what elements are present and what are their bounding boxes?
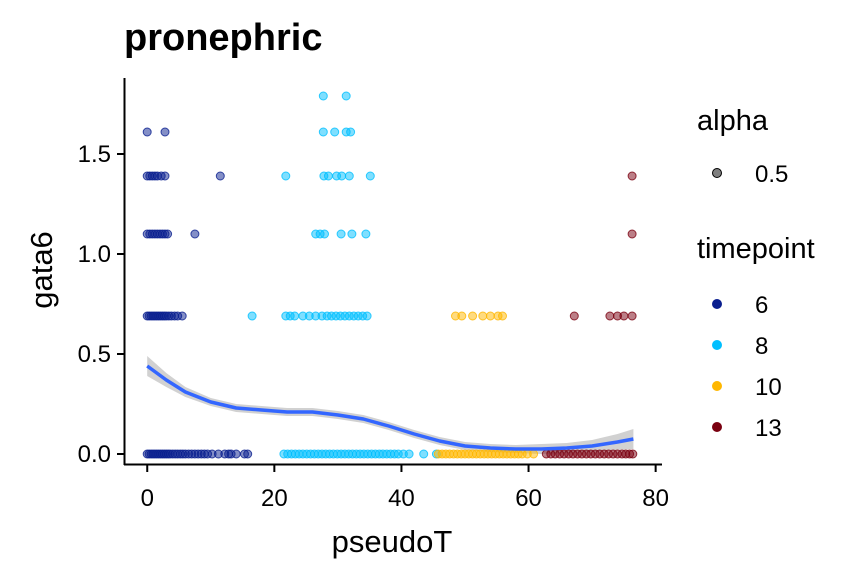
point-timepoint-8 bbox=[337, 171, 347, 181]
point-timepoint-8 bbox=[330, 127, 340, 137]
point-timepoint-13 bbox=[619, 311, 629, 321]
point-timepoint-6 bbox=[160, 127, 170, 137]
legend-timepoint-entries: 6 8 10 13 bbox=[712, 292, 782, 442]
point-timepoint-6 bbox=[160, 171, 170, 181]
x-tick-label: 80 bbox=[642, 485, 669, 512]
y-axis-title: gata6 bbox=[24, 231, 59, 309]
legend-timepoint-label: 13 bbox=[755, 415, 782, 442]
y-tick-label: 0.0 bbox=[78, 441, 111, 468]
legend: alpha 0.5 timepoint 6 8 10 13 bbox=[697, 105, 815, 442]
legend-alpha-title: alpha bbox=[697, 105, 769, 137]
x-tick-label: 60 bbox=[515, 485, 542, 512]
point-timepoint-6 bbox=[231, 449, 241, 459]
point-timepoint-6 bbox=[142, 127, 152, 137]
point-timepoint-8 bbox=[419, 449, 429, 459]
point-timepoint-8 bbox=[404, 449, 414, 459]
y-tick-label: 0.5 bbox=[78, 341, 111, 368]
point-timepoint-8 bbox=[362, 311, 372, 321]
point-timepoint-10 bbox=[468, 311, 478, 321]
point-timepoint-10 bbox=[529, 449, 539, 459]
y-axis-ticks: 0.0 0.5 1.0 1.5 bbox=[78, 141, 125, 468]
legend-alpha-label: 0.5 bbox=[755, 161, 788, 188]
point-timepoint-8 bbox=[320, 229, 329, 239]
point-timepoint-8 bbox=[347, 229, 357, 239]
points-layer bbox=[142, 91, 638, 459]
x-tick-label: 20 bbox=[261, 485, 288, 512]
point-timepoint-13 bbox=[628, 449, 638, 459]
point-timepoint-8 bbox=[346, 127, 356, 137]
legend-timepoint-label: 8 bbox=[755, 333, 768, 360]
legend-alpha-key bbox=[712, 168, 722, 178]
legend-timepoint-label: 6 bbox=[755, 292, 768, 319]
smooth-line-layer bbox=[146, 364, 634, 451]
point-timepoint-8 bbox=[344, 171, 354, 181]
point-timepoint-8 bbox=[361, 229, 371, 239]
x-axis-ticks: 0 20 40 60 80 bbox=[141, 464, 669, 512]
point-timepoint-8 bbox=[318, 91, 328, 101]
legend-timepoint-key bbox=[712, 340, 722, 350]
legend-timepoint-title: timepoint bbox=[697, 233, 815, 265]
point-timepoint-8 bbox=[281, 171, 291, 181]
legend-timepoint-key bbox=[712, 422, 722, 432]
legend-timepoint-key bbox=[712, 299, 722, 309]
point-timepoint-6 bbox=[215, 171, 225, 181]
x-tick-label: 0 bbox=[141, 485, 154, 512]
point-timepoint-13 bbox=[627, 171, 637, 181]
point-timepoint-13 bbox=[569, 311, 579, 321]
legend-timepoint-label: 10 bbox=[755, 374, 782, 401]
x-axis-title: pseudoT bbox=[332, 524, 453, 559]
point-timepoint-8 bbox=[365, 171, 375, 181]
point-timepoint-6 bbox=[163, 229, 173, 239]
x-tick-label: 40 bbox=[388, 485, 415, 512]
point-timepoint-8 bbox=[336, 229, 346, 239]
point-timepoint-8 bbox=[318, 127, 328, 137]
point-timepoint-6 bbox=[177, 311, 187, 321]
y-tick-label: 1.0 bbox=[78, 241, 111, 268]
point-timepoint-8 bbox=[323, 171, 333, 181]
point-timepoint-6 bbox=[243, 449, 253, 459]
point-timepoint-10 bbox=[457, 311, 467, 321]
legend-alpha-entries: 0.5 bbox=[712, 161, 788, 188]
smooth-ribbon bbox=[147, 356, 634, 454]
y-tick-label: 1.5 bbox=[78, 141, 111, 168]
point-timepoint-13 bbox=[627, 311, 637, 321]
point-timepoint-10 bbox=[485, 311, 495, 321]
point-timepoint-6 bbox=[190, 229, 200, 239]
smooth-line bbox=[146, 364, 634, 451]
legend-timepoint-key bbox=[712, 381, 722, 391]
point-timepoint-8 bbox=[247, 311, 257, 321]
smooth-ribbon-layer bbox=[147, 356, 634, 454]
plot-area bbox=[142, 91, 638, 459]
point-timepoint-8 bbox=[290, 311, 300, 321]
point-timepoint-8 bbox=[341, 91, 351, 101]
point-timepoint-13 bbox=[605, 311, 615, 321]
point-timepoint-10 bbox=[498, 311, 507, 321]
point-timepoint-10 bbox=[478, 311, 488, 321]
point-timepoint-13 bbox=[627, 229, 637, 239]
chart-title: pronephric bbox=[124, 17, 322, 59]
